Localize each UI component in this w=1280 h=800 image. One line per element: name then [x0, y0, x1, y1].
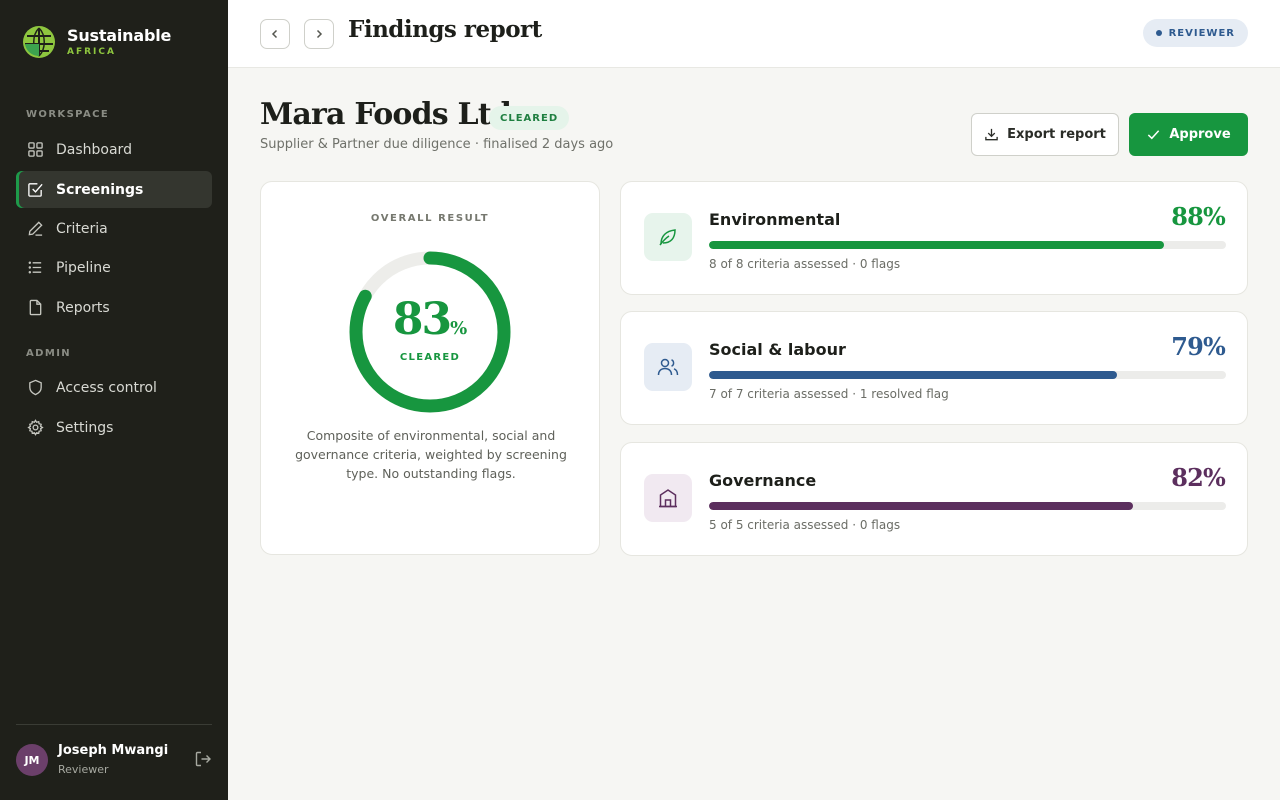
role-badge: REVIEWER [1142, 19, 1248, 47]
overall-score-value: 83 [392, 294, 452, 345]
category-progress-track [709, 502, 1226, 510]
category-progress-track [709, 371, 1226, 379]
sidebar-item-label: Pipeline [56, 259, 111, 276]
approve-button[interactable]: Approve [1129, 113, 1248, 156]
export-report-button[interactable]: Export report [971, 113, 1119, 156]
sidebar-item-criteria[interactable]: Criteria [16, 210, 212, 247]
user-name: Joseph Mwangi [58, 743, 169, 758]
logout-icon[interactable] [194, 750, 212, 768]
grid-icon [28, 142, 43, 157]
role-badge-label: REVIEWER [1168, 27, 1235, 39]
category-card-social-labour[interactable]: Social & labour 79% 7 of 7 criteria asse… [620, 311, 1248, 425]
list-icon [28, 261, 42, 274]
export-report-label: Export report [1007, 127, 1106, 142]
users-icon [657, 358, 679, 376]
category-progress-fill [709, 502, 1133, 510]
sidebar-item-access-control[interactable]: Access control [16, 369, 212, 406]
avatar: JM [16, 744, 48, 776]
sidebar-item-label: Dashboard [56, 141, 132, 158]
user-role: Reviewer [58, 763, 109, 776]
company-name: Mara Foods Ltd [260, 97, 512, 132]
sidebar-item-settings[interactable]: Settings [16, 409, 212, 446]
chevron-right-icon [316, 29, 323, 39]
category-progress-fill [709, 371, 1118, 379]
check-icon [1148, 130, 1160, 140]
overall-score: 83% [349, 294, 511, 345]
shield-icon [29, 379, 42, 396]
brand-name: Sustainable [67, 26, 172, 45]
category-progress-fill [709, 241, 1164, 249]
check-square-icon [28, 183, 43, 197]
category-progress-track [709, 241, 1226, 249]
approve-label: Approve [1169, 127, 1231, 142]
category-name: Governance [709, 471, 817, 490]
file-icon [29, 299, 42, 316]
leaf-icon [659, 229, 676, 246]
role-dot-icon [1155, 30, 1162, 36]
category-icon-box [644, 213, 692, 261]
category-score: 82% [1171, 463, 1226, 492]
category-name: Social & labour [709, 340, 846, 359]
category-meta: 8 of 8 criteria assessed · 0 flags [709, 257, 901, 271]
category-icon-box [644, 343, 692, 391]
user-profile[interactable]: JM Joseph Mwangi Reviewer [16, 742, 212, 778]
sidebar-item-label: Settings [56, 419, 114, 436]
page-title: Findings report [348, 16, 542, 43]
gauge-arc [349, 251, 511, 413]
brand-logo-icon [23, 26, 55, 58]
overall-score-caption: CLEARED [399, 352, 461, 363]
overall-result-label: OVERALL RESULT [370, 213, 490, 224]
back-button[interactable] [260, 19, 290, 49]
category-card-governance[interactable]: Governance 82% 5 of 5 criteria assessed … [620, 442, 1248, 556]
sidebar: Sustainable AFRICA WORKSPACE Dashboard S… [0, 0, 228, 800]
topbar: Findings report REVIEWER [228, 0, 1280, 68]
brand[interactable]: Sustainable AFRICA [22, 25, 171, 59]
forward-button[interactable] [304, 19, 334, 49]
sidebar-divider [16, 724, 212, 725]
nav-section-workspace: WORKSPACE [26, 109, 110, 120]
sidebar-item-pipeline[interactable]: Pipeline [16, 249, 212, 286]
category-icon-box [644, 474, 692, 522]
category-score: 79% [1171, 332, 1226, 361]
brand-sub: AFRICA [67, 47, 116, 57]
overall-description: Composite of environmental, social and g… [295, 428, 567, 481]
sidebar-item-label: Access control [56, 379, 157, 396]
gear-icon [27, 419, 44, 436]
overall-gauge [349, 251, 511, 413]
overall-result-card: OVERALL RESULT 83% CLEARED Composite of … [260, 181, 600, 555]
sidebar-item-label: Reports [56, 299, 110, 316]
pencil-icon [28, 221, 43, 236]
overall-score-pct: % [450, 318, 468, 339]
chevron-left-icon [271, 29, 278, 39]
category-name: Environmental [709, 210, 841, 229]
sidebar-item-label: Criteria [56, 220, 108, 237]
nav-section-admin: ADMIN [26, 348, 72, 359]
building-icon [659, 489, 677, 508]
status-badge: CLEARED [489, 106, 570, 130]
sidebar-item-dashboard[interactable]: Dashboard [16, 131, 212, 168]
sidebar-item-label: Screenings [56, 181, 144, 198]
category-card-environmental[interactable]: Environmental 88% 8 of 8 criteria assess… [620, 181, 1248, 295]
category-meta: 5 of 5 criteria assessed · 0 flags [709, 518, 901, 532]
download-icon [985, 128, 998, 141]
category-meta: 7 of 7 criteria assessed · 1 resolved fl… [709, 387, 949, 401]
sidebar-item-reports[interactable]: Reports [16, 289, 212, 326]
sidebar-item-screenings[interactable]: Screenings [16, 171, 212, 208]
category-score: 88% [1171, 202, 1226, 231]
report-subtitle: Supplier & Partner due diligence · final… [260, 137, 614, 152]
